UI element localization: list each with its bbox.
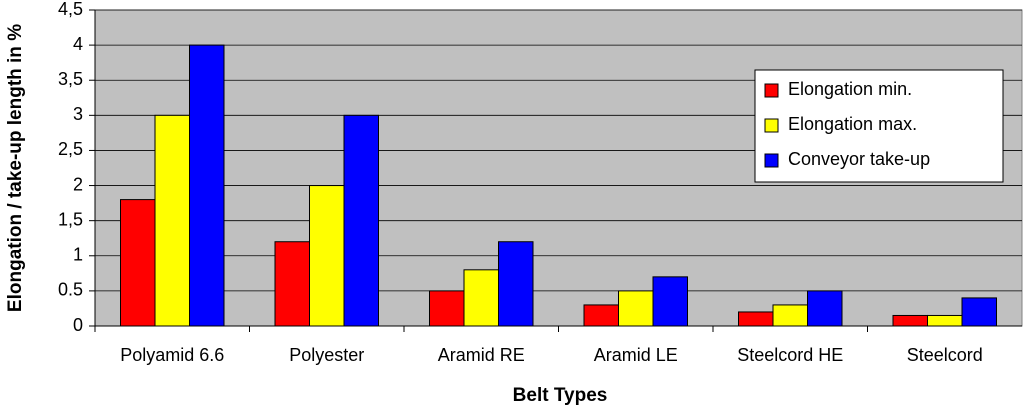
bar (429, 290, 465, 327)
bar (343, 114, 379, 327)
bar (652, 276, 688, 327)
x-tick-label: Aramid RE (438, 345, 525, 365)
y-tick-label: 2,5 (58, 139, 83, 159)
y-tick-label: 4 (73, 34, 83, 54)
legend (754, 69, 1004, 183)
bar (154, 114, 190, 327)
legend-label: Conveyor take-up (788, 149, 930, 169)
x-tick-label: Polyester (289, 345, 364, 365)
y-tick-label: 4,5 (58, 0, 83, 19)
bar (772, 304, 808, 327)
y-axis-title: Elongation / take-up length in % (5, 24, 26, 312)
legend-swatch (764, 118, 779, 133)
x-axis-title: Belt Types (513, 385, 608, 406)
x-tick-label: Steelcord HE (737, 345, 843, 365)
legend-label: Elongation max. (788, 114, 917, 134)
bar (892, 314, 928, 327)
y-tick-label: 3 (73, 104, 83, 124)
bar (961, 297, 997, 327)
x-tick-label: Polyamid 6.6 (120, 345, 224, 365)
bar (120, 199, 156, 327)
x-tick-label: Aramid LE (594, 345, 678, 365)
legend-swatch (764, 153, 779, 168)
bar (927, 314, 963, 327)
y-tick-label: 1 (73, 245, 83, 265)
bar (583, 304, 619, 327)
legend-label: Elongation min. (788, 79, 912, 99)
bar (274, 241, 310, 327)
bar (498, 241, 534, 327)
y-tick-label: 3,5 (58, 69, 83, 89)
y-tick-label: 2 (73, 174, 83, 194)
bar (807, 290, 843, 327)
y-tick-label: 0 (73, 315, 83, 335)
y-tick-label: 0.5 (58, 280, 83, 300)
bar (189, 44, 225, 327)
bar (738, 311, 774, 327)
bar (309, 185, 345, 327)
bar (618, 290, 654, 327)
bar (463, 269, 499, 327)
legend-swatch (764, 83, 779, 98)
x-tick-label: Steelcord (907, 345, 983, 365)
y-tick-label: 1,5 (58, 209, 83, 229)
